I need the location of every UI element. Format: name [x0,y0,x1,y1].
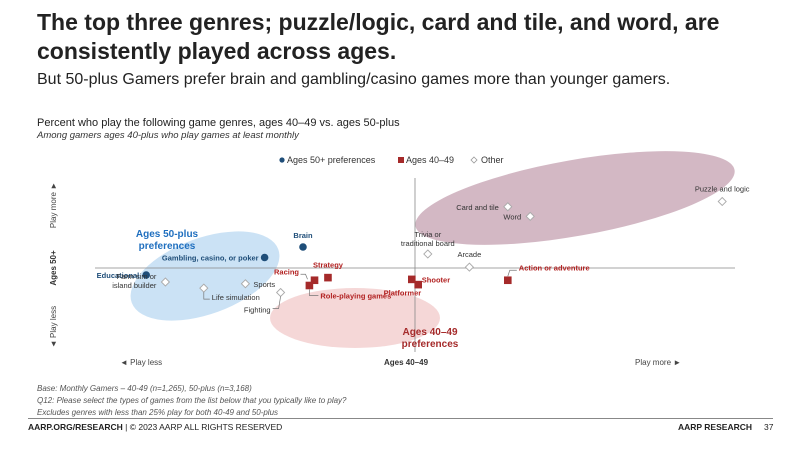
point-action-or-adventure [504,276,512,285]
chart-title: Percent who play the following game genr… [37,117,400,129]
y-axis-label: Ages 50+ [49,250,58,286]
legend-marker-diamond [470,156,478,164]
chart-notes: Base: Monthly Gamers – 40-49 (n=1,265), … [37,383,347,419]
cluster-label-40-49-line2: preferences [402,339,459,350]
label-brain: Brain [293,231,313,240]
point-word [525,211,535,222]
legend-marker-square [398,157,404,163]
label-gambling-casino-or-poker: Gambling, casino, or poker [162,254,259,263]
legend-marker-circle [279,157,285,163]
point-trivia-or-traditional-board [423,249,433,259]
legend-label-ages-40-49: Ages 40–49 [406,155,454,165]
label-sports: Sports [253,280,275,289]
note-exclusion: Excludes genres with less than 25% play … [37,408,279,417]
label-line: Trivia or [414,230,441,239]
page-number: 37 [764,422,774,432]
cluster-label-50-plus-line1: Ages 50-plus [136,229,199,240]
point-shooter [408,275,416,284]
label-line: island builder [112,281,157,290]
label-puzzle-and-logic: Puzzle and logic [695,185,750,194]
leader-racing [300,273,308,280]
x-axis-right-label: Play more ► [635,358,681,367]
point-farm-sim-or-island-builder [160,277,171,287]
point-role-playing-games [305,281,314,290]
cluster-label-50-plus-line2: preferences [139,241,196,252]
label-arcade: Arcade [458,250,482,259]
note-question: Q12: Please select the types of games fr… [37,396,347,405]
x-axis-left-label: ◄ Play less [120,358,162,367]
slide-title: The top three genres; puzzle/logic, card… [37,9,720,64]
leader-fighting [272,296,281,309]
point-sports [240,279,251,289]
point-platformer [414,280,422,289]
x-axis-label: Ages 40–49 [384,358,429,367]
cluster-label-40-49-line1: Ages 40–49 [402,327,457,338]
label-life-simulation: Life simulation [212,293,260,302]
leader-action-or-adventure [507,269,517,277]
y-axis-top-label: Play more ► [49,182,58,228]
label-line: Farm sim or [116,272,157,281]
legend-label-ages-50-plus: Ages 50+ preferences [287,155,376,165]
footer-brand: AARP RESEARCH [678,422,752,432]
label-shooter: Shooter [422,275,450,284]
label-platformer: Platformer [384,289,422,298]
footer-divider [28,418,773,419]
label-line: traditional board [401,239,455,248]
footer-copyright: AARP.ORG/RESEARCH | © 2023 AARP ALL RIGH… [28,422,282,432]
point-brain [299,243,307,251]
cluster-other-top [415,151,735,245]
point-educational [142,271,150,279]
slide-subtitle: But 50-plus Gamers prefer brain and gamb… [37,71,671,88]
point-strategy [324,273,332,282]
leader-role-playing-games [309,289,319,296]
label-racing: Racing [274,267,299,276]
label-farm-sim-or-island-builder: Farm sim or island builder [112,272,157,290]
label-fighting: Fighting [244,306,271,315]
cluster-ages-40-49 [270,288,440,348]
footer-copyright-text: | © 2023 AARP ALL RIGHTS RESERVED [122,422,283,432]
cluster-ages-50-plus [130,231,280,321]
label-strategy: Strategy [313,261,344,270]
label-word: Word [503,212,521,221]
leader-life-simulation [203,292,210,300]
point-arcade [464,262,475,272]
point-fighting [275,287,286,298]
y-axis-bottom-label: ◄ Play less [49,306,58,348]
label-trivia-or-traditional-board: Trivia or traditional board [401,230,455,248]
label-action-or-adventure: Action or adventure [519,263,590,272]
footer-link[interactable]: AARP.ORG/RESEARCH [28,422,123,432]
point-racing [310,276,319,285]
point-gambling-casino-or-poker [260,253,269,262]
label-role-playing-games: Role-playing games [320,292,391,301]
note-base: Base: Monthly Gamers – 40-49 (n=1,265), … [37,384,252,393]
label-card-and-tile: Card and tile [456,203,499,212]
point-card-and-tile [503,202,513,212]
legend-label-other: Other [481,155,504,165]
label-educational: Educational [97,271,140,280]
point-puzzle-and-logic [717,196,727,207]
chart-subtitle: Among gamers ages 40-plus who play games… [37,130,299,141]
